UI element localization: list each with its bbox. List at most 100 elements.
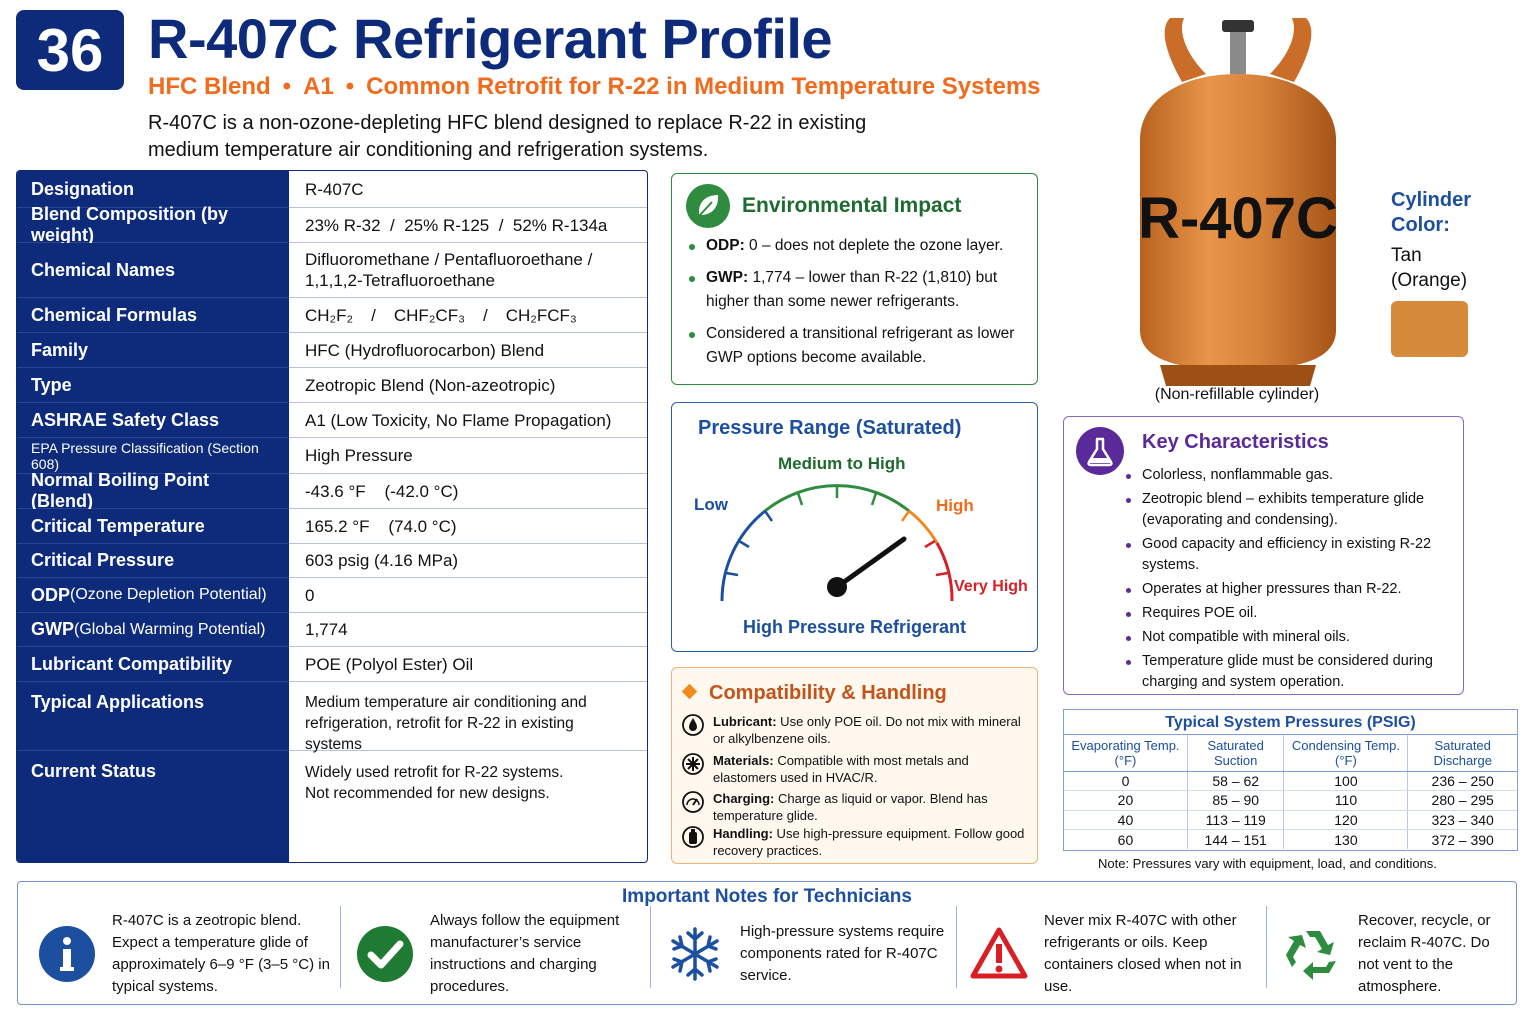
- row-value: Difluoromethane / Pentafluoroethane / 1,…: [305, 250, 593, 290]
- formula-r32: CH₂F₂: [305, 305, 354, 325]
- list-item: Considered a transitional refrigerant as…: [686, 322, 1026, 370]
- table-row: ASHRAE Safety Class A1 (Low Toxicity, No…: [17, 403, 647, 438]
- column-header: Evaporating Temp. (°F): [1064, 735, 1188, 772]
- pressures-note: Note: Pressures vary with equipment, loa…: [1098, 856, 1437, 871]
- table-row: ODP (Ozone Depletion Potential) 0: [17, 578, 647, 613]
- snowflake-icon: [671, 927, 719, 981]
- note-item: High-pressure systems require components…: [666, 906, 966, 1002]
- cylinder-color-value: Tan (Orange): [1391, 245, 1468, 291]
- column-header: Saturated Suction: [1187, 735, 1285, 772]
- property-table: Designation R-407C Blend Composition (by…: [16, 170, 648, 863]
- panel-title: Important Notes for Technicians: [622, 886, 912, 907]
- row-label: Typical Applications: [17, 682, 289, 751]
- table-row: Family HFC (Hydrofluorocarbon) Blend: [17, 333, 647, 368]
- diamond-icon: [681, 683, 698, 700]
- card-title: Environmental Impact: [742, 194, 962, 217]
- cylinder-icon: [682, 826, 704, 848]
- important-notes-panel: Important Notes for Technicians R-407C i…: [17, 881, 1517, 1005]
- gauge-label-very-high: Very High: [954, 578, 1028, 595]
- environmental-impact-card: Environmental Impact ODP: 0 – does not d…: [671, 173, 1038, 385]
- color-swatch: [1391, 301, 1468, 357]
- list-item: Handling: Use high-pressure equipment. F…: [682, 825, 1028, 859]
- gauge-label-medium-high: Medium to High: [778, 454, 906, 473]
- column-header: Condensing Temp. (°F): [1283, 735, 1409, 772]
- column-header: Saturated Discharge: [1407, 735, 1517, 772]
- row-value: Widely used retrofit for R-22 systems. N…: [289, 751, 647, 862]
- environmental-list: ODP: 0 – does not deplete the ozone laye…: [686, 234, 1026, 378]
- compatibility-card: Compatibility & Handling Lubricant: Use …: [671, 667, 1038, 864]
- label-abbrev: GWP: [31, 619, 74, 639]
- page-number-badge: 36: [16, 10, 124, 90]
- subtitle-family: HFC Blend: [148, 73, 271, 100]
- page-subtitle: HFC Blend • A1 • Common Retrofit for R-22 in…: [148, 73, 1041, 100]
- table-row: 40 113 – 119 120 323 – 340: [1064, 810, 1517, 830]
- list-item: Requires POE oil.: [1124, 603, 1454, 624]
- list-item: Good capacity and efficiency in existing…: [1124, 534, 1454, 576]
- row-label: Type: [17, 368, 289, 403]
- table-row: Chemical Names Difluoromethane / Pentafl…: [17, 243, 647, 298]
- note-item: Recover, recycle, or reclaim R-407C. Do …: [1284, 906, 1514, 1002]
- list-item: ODP: 0 – does not deplete the ozone laye…: [686, 234, 1026, 258]
- gauge-footer: High Pressure Refrigerant: [742, 617, 967, 637]
- table-row: Normal Boiling Point (Blend) -43.6 °F (-…: [17, 470, 647, 511]
- leaf-icon: [686, 184, 730, 228]
- row-label: Critical Pressure: [17, 544, 289, 578]
- warning-icon: [970, 927, 1028, 979]
- cylinder-color-label: Cylinder Color:: [1391, 189, 1472, 236]
- cylinder-label: R-407C: [1138, 186, 1338, 251]
- label-expansion: (Global Warming Potential): [74, 620, 266, 638]
- list-item: GWP: 1,774 – lower than R-22 (1,810) but…: [686, 266, 1026, 314]
- row-label: Critical Temperature: [17, 509, 289, 544]
- row-label: ODP (Ozone Depletion Potential): [17, 578, 289, 613]
- list-item: Lubricant: Use only POE oil. Do not mix …: [682, 713, 1028, 747]
- row-label: ASHRAE Safety Class: [17, 403, 289, 438]
- oil-drop-icon: [682, 714, 704, 736]
- pressure-gauge: [720, 484, 954, 602]
- note-item: Never mix R-407C with other refrigerants…: [970, 906, 1270, 1002]
- refrigerant-cylinder-image: R-407C: [1138, 18, 1338, 386]
- table-row: EPA Pressure Classification (Section 608…: [17, 438, 647, 474]
- row-value: -43.6 °F (-42.0 °C): [305, 481, 459, 501]
- flask-icon: [1076, 427, 1124, 475]
- row-label: Lubricant Compatibility: [17, 647, 289, 682]
- note-text: High-pressure systems require components…: [740, 923, 945, 984]
- gauge-icon: [682, 791, 704, 813]
- list-item: Zeotropic blend – exhibits temperature g…: [1124, 489, 1454, 531]
- table-row: Current Status Widely used retrofit for …: [17, 751, 647, 862]
- row-value: POE (Polyol Ester) Oil: [305, 654, 474, 674]
- row-value: 165.2 °F (74.0 °C): [305, 516, 457, 536]
- row-label: Normal Boiling Point (Blend): [17, 470, 289, 511]
- subtitle-safety-class: A1: [303, 73, 334, 100]
- formula-r134a: CH₂FCF₃: [505, 305, 577, 325]
- row-value: HFC (Hydrofluorocarbon) Blend: [305, 340, 545, 360]
- table-row: Typical Applications Medium temperature …: [17, 682, 647, 753]
- materials-icon: [682, 753, 704, 775]
- table-row: Critical Temperature 165.2 °F (74.0 °C): [17, 509, 647, 544]
- divider: [650, 906, 651, 988]
- cylinder-caption: (Non-refillable cylinder): [1154, 386, 1320, 403]
- table-row: 0 58 – 62 100 236 – 250: [1064, 771, 1517, 791]
- row-value: High Pressure: [305, 446, 413, 465]
- note-text: Never mix R-407C with other refrigerants…: [1044, 912, 1242, 995]
- formula-r125: CHF₂CF₃: [393, 305, 465, 325]
- row-label: Blend Composition (by weight): [17, 204, 289, 245]
- table-row: Lubricant Compatibility POE (Polyol Este…: [17, 647, 647, 682]
- intro-text: R-407C is a non-ozone-depleting HFC blen…: [148, 112, 867, 161]
- row-label: Chemical Formulas: [17, 298, 289, 333]
- checkmark-icon: [357, 926, 413, 982]
- typical-pressures-table: Typical System Pressures (PSIG) Evaporat…: [1063, 709, 1518, 851]
- row-label: EPA Pressure Classification (Section 608…: [17, 438, 289, 474]
- divider: [956, 906, 957, 988]
- status-line: Not recommended for new designs.: [305, 785, 550, 802]
- row-label: GWP (Global Warming Potential): [17, 613, 289, 647]
- note-text: R-407C is a zeotropic blend. Expect a te…: [112, 912, 330, 995]
- row-label: Current Status: [17, 751, 289, 862]
- label-abbrev: ODP: [31, 584, 71, 605]
- row-value: R-407C: [305, 179, 364, 199]
- pressure-range-card: Pressure Range (Saturated) Medium to Hig…: [671, 402, 1038, 652]
- table-row: 20 85 – 90 110 280 – 295: [1064, 790, 1517, 811]
- row-value: 603 psig (4.16 MPa): [305, 551, 459, 570]
- row-label: Family: [17, 333, 289, 368]
- note-text: Always follow the equipment manufacturer…: [430, 912, 620, 995]
- card-title: Compatibility & Handling: [681, 682, 947, 705]
